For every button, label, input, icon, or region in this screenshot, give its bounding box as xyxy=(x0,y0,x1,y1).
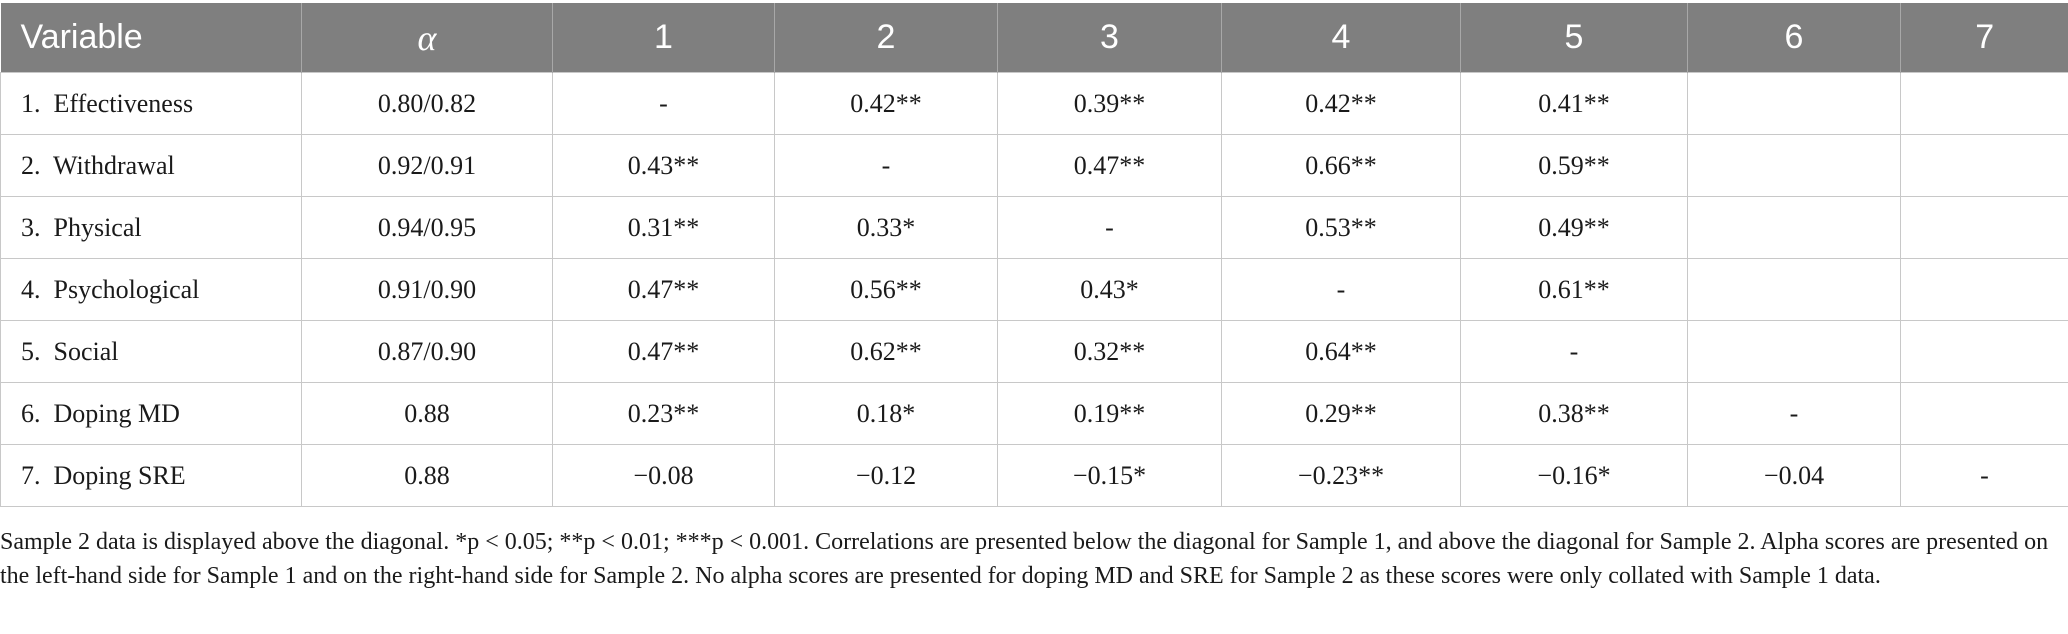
table-row: 3. Physical 0.94/0.95 0.31** 0.33* - 0.5… xyxy=(0,196,2068,259)
table-cell: - xyxy=(1687,382,1901,445)
table-cell: 0.43** xyxy=(552,134,775,197)
table-row: 2. Withdrawal 0.92/0.91 0.43** - 0.47** … xyxy=(0,134,2068,197)
table-cell: 0.32** xyxy=(997,320,1222,383)
correlation-table: Variable α 1 2 3 4 5 6 7 1. Effectivenes… xyxy=(0,3,2068,507)
header-col-3: 3 xyxy=(997,3,1222,73)
header-col-7: 7 xyxy=(1900,3,2068,73)
correlation-table-container: Variable α 1 2 3 4 5 6 7 1. Effectivenes… xyxy=(0,3,2068,507)
table-cell xyxy=(1900,134,2068,197)
alpha-cell: 0.92/0.91 xyxy=(301,134,553,197)
table-cell xyxy=(1900,382,2068,445)
header-alpha: α xyxy=(301,3,553,73)
header-variable: Variable xyxy=(0,3,302,73)
header-col-5: 5 xyxy=(1460,3,1688,73)
table-row: 6. Doping MD 0.88 0.23** 0.18* 0.19** 0.… xyxy=(0,382,2068,445)
table-cell: 0.56** xyxy=(774,258,998,321)
table-cell: 0.66** xyxy=(1221,134,1461,197)
table-row: 5. Social 0.87/0.90 0.47** 0.62** 0.32**… xyxy=(0,320,2068,383)
variable-cell: 6. Doping MD xyxy=(0,382,302,445)
alpha-cell: 0.87/0.90 xyxy=(301,320,553,383)
table-cell xyxy=(1687,196,1901,259)
header-col-6: 6 xyxy=(1687,3,1901,73)
alpha-cell: 0.88 xyxy=(301,444,553,507)
table-cell: 0.47** xyxy=(552,320,775,383)
header-col-2: 2 xyxy=(774,3,998,73)
table-cell: 0.64** xyxy=(1221,320,1461,383)
table-cell: 0.61** xyxy=(1460,258,1688,321)
table-cell xyxy=(1687,258,1901,321)
variable-cell: 5. Social xyxy=(0,320,302,383)
table-cell xyxy=(1900,72,2068,135)
header-row: Variable α 1 2 3 4 5 6 7 xyxy=(0,3,2068,73)
alpha-cell: 0.80/0.82 xyxy=(301,72,553,135)
table-footnote: Sample 2 data is displayed above the dia… xyxy=(0,529,2049,589)
table-cell: - xyxy=(1460,320,1688,383)
table-cell: 0.39** xyxy=(997,72,1222,135)
table-cell: −0.08 xyxy=(552,444,775,507)
table-cell: −0.16* xyxy=(1460,444,1688,507)
table-cell: 0.62** xyxy=(774,320,998,383)
table-cell: −0.15* xyxy=(997,444,1222,507)
header-col-4: 4 xyxy=(1221,3,1461,73)
table-cell xyxy=(1900,196,2068,259)
table-cell: 0.47** xyxy=(997,134,1222,197)
table-cell: −0.04 xyxy=(1687,444,1901,507)
variable-cell: 1. Effectiveness xyxy=(0,72,302,135)
table-cell: - xyxy=(997,196,1222,259)
table-cell: 0.19** xyxy=(997,382,1222,445)
table-cell xyxy=(1687,134,1901,197)
table-cell xyxy=(1900,258,2068,321)
table-cell: 0.42** xyxy=(774,72,998,135)
table-cell: 0.43* xyxy=(997,258,1222,321)
table-cell: - xyxy=(1221,258,1461,321)
table-cell: 0.38** xyxy=(1460,382,1688,445)
table-cell xyxy=(1687,320,1901,383)
alpha-cell: 0.91/0.90 xyxy=(301,258,553,321)
table-cell: 0.29** xyxy=(1221,382,1461,445)
variable-cell: 7. Doping SRE xyxy=(0,444,302,507)
table-cell: 0.41** xyxy=(1460,72,1688,135)
table-row: 4. Psychological 0.91/0.90 0.47** 0.56**… xyxy=(0,258,2068,321)
variable-cell: 2. Withdrawal xyxy=(0,134,302,197)
table-cell: 0.53** xyxy=(1221,196,1461,259)
table-row: 1. Effectiveness 0.80/0.82 - 0.42** 0.39… xyxy=(0,72,2068,135)
table-cell: 0.47** xyxy=(552,258,775,321)
alpha-cell: 0.94/0.95 xyxy=(301,196,553,259)
table-cell: - xyxy=(552,72,775,135)
table-cell: 0.59** xyxy=(1460,134,1688,197)
table-cell: - xyxy=(774,134,998,197)
header-col-1: 1 xyxy=(552,3,775,73)
table-cell: −0.12 xyxy=(774,444,998,507)
table-cell: - xyxy=(1900,444,2068,507)
table-cell: 0.23** xyxy=(552,382,775,445)
table-cell: 0.18* xyxy=(774,382,998,445)
table-cell xyxy=(1900,320,2068,383)
table-cell: −0.23** xyxy=(1221,444,1461,507)
table-cell: 0.49** xyxy=(1460,196,1688,259)
table-cell: 0.33* xyxy=(774,196,998,259)
table-cell: 0.31** xyxy=(552,196,775,259)
table-cell xyxy=(1687,72,1901,135)
table-row: 7. Doping SRE 0.88 −0.08 −0.12 −0.15* −0… xyxy=(0,444,2068,507)
variable-cell: 4. Psychological xyxy=(0,258,302,321)
alpha-cell: 0.88 xyxy=(301,382,553,445)
table-cell: 0.42** xyxy=(1221,72,1461,135)
variable-cell: 3. Physical xyxy=(0,196,302,259)
